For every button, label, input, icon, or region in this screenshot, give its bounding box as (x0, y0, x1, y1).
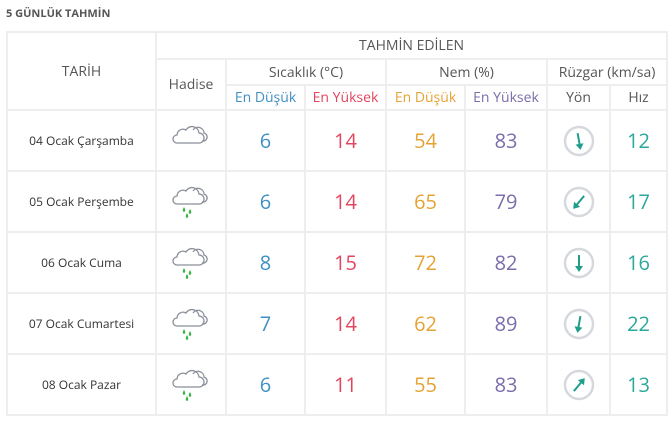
weather-icon (157, 355, 225, 414)
forecast-row: 06 Ocak Cuma 8 15 72 82 16 (8, 233, 667, 292)
wind-arrow (563, 369, 594, 400)
temp-min: 8 (227, 233, 304, 292)
temp-max: 14 (306, 294, 385, 353)
weather-icon (157, 172, 225, 231)
subheader: En Düşük (387, 86, 464, 109)
wind-speed: 16 (611, 233, 667, 292)
hum-min: 62 (387, 294, 464, 353)
header-group: Nem (%) (387, 60, 546, 84)
wind-arrow (563, 247, 594, 278)
wind-speed: 17 (611, 172, 667, 231)
header-group: Rüzgar (km/sa) (548, 60, 667, 84)
date: 06 Ocak Cuma (8, 233, 155, 292)
forecast-row: 05 Ocak Perşembe 6 14 65 79 17 (8, 172, 667, 231)
weather-icon (157, 233, 225, 292)
wind-arrow (563, 186, 594, 217)
wind-arrow (563, 125, 594, 156)
wind-direction (548, 172, 609, 231)
header-event: Hadise (157, 60, 225, 109)
subheader: En Yüksek (466, 86, 546, 109)
temp-min: 6 (227, 172, 304, 231)
subheader: En Yüksek (306, 86, 385, 109)
date: 04 Ocak Çarşamba (8, 111, 155, 170)
wind-speed: 12 (611, 111, 667, 170)
date: 08 Ocak Pazar (8, 355, 155, 414)
hum-min: 72 (387, 233, 464, 292)
subheader: En Düşük (227, 86, 304, 109)
hum-max: 82 (466, 233, 546, 292)
forecast-table: TARİH TAHMİN EDİLEN Hadise Sıcaklık (°C)… (6, 31, 669, 416)
temp-min: 6 (227, 355, 304, 414)
temp-max: 11 (306, 355, 385, 414)
temp-max: 14 (306, 172, 385, 231)
wind-direction (548, 355, 609, 414)
weather-icon (172, 186, 208, 218)
temp-max: 15 (306, 233, 385, 292)
subheader: Hız (611, 86, 667, 109)
temp-max: 14 (306, 111, 385, 170)
weather-icon (172, 125, 208, 144)
wind-direction (548, 111, 609, 170)
hum-max: 89 (466, 294, 546, 353)
temp-min: 6 (227, 111, 304, 170)
date: 07 Ocak Cumartesi (8, 294, 155, 353)
wind-direction (548, 233, 609, 292)
wind-speed: 13 (611, 355, 667, 414)
temp-min: 7 (227, 294, 304, 353)
weather-icon (157, 294, 225, 353)
weather-icon (157, 111, 225, 170)
weather-icon (172, 247, 208, 279)
hum-max: 83 (466, 355, 546, 414)
header-group: Sıcaklık (°C) (227, 60, 385, 84)
header-forecast: TAHMİN EDİLEN (157, 33, 667, 58)
hum-min: 55 (387, 355, 464, 414)
forecast-row: 07 Ocak Cumartesi 7 14 62 89 22 (8, 294, 667, 353)
weather-icon (172, 369, 208, 401)
title: 5 GÜNLÜK TAHMİN (6, 6, 111, 21)
weather-icon (172, 308, 208, 340)
hum-min: 65 (387, 172, 464, 231)
wind-direction (548, 294, 609, 353)
wind-speed: 22 (611, 294, 667, 353)
subheader: Yön (548, 86, 609, 109)
date: 05 Ocak Perşembe (8, 172, 155, 231)
header-date: TARİH (8, 33, 155, 109)
forecast-row: 08 Ocak Pazar 6 11 55 83 13 (8, 355, 667, 414)
hum-max: 79 (466, 172, 546, 231)
wind-arrow (563, 308, 594, 339)
hum-max: 83 (466, 111, 546, 170)
hum-min: 54 (387, 111, 464, 170)
forecast-row: 04 Ocak Çarşamba 6 14 54 83 12 (8, 111, 667, 170)
